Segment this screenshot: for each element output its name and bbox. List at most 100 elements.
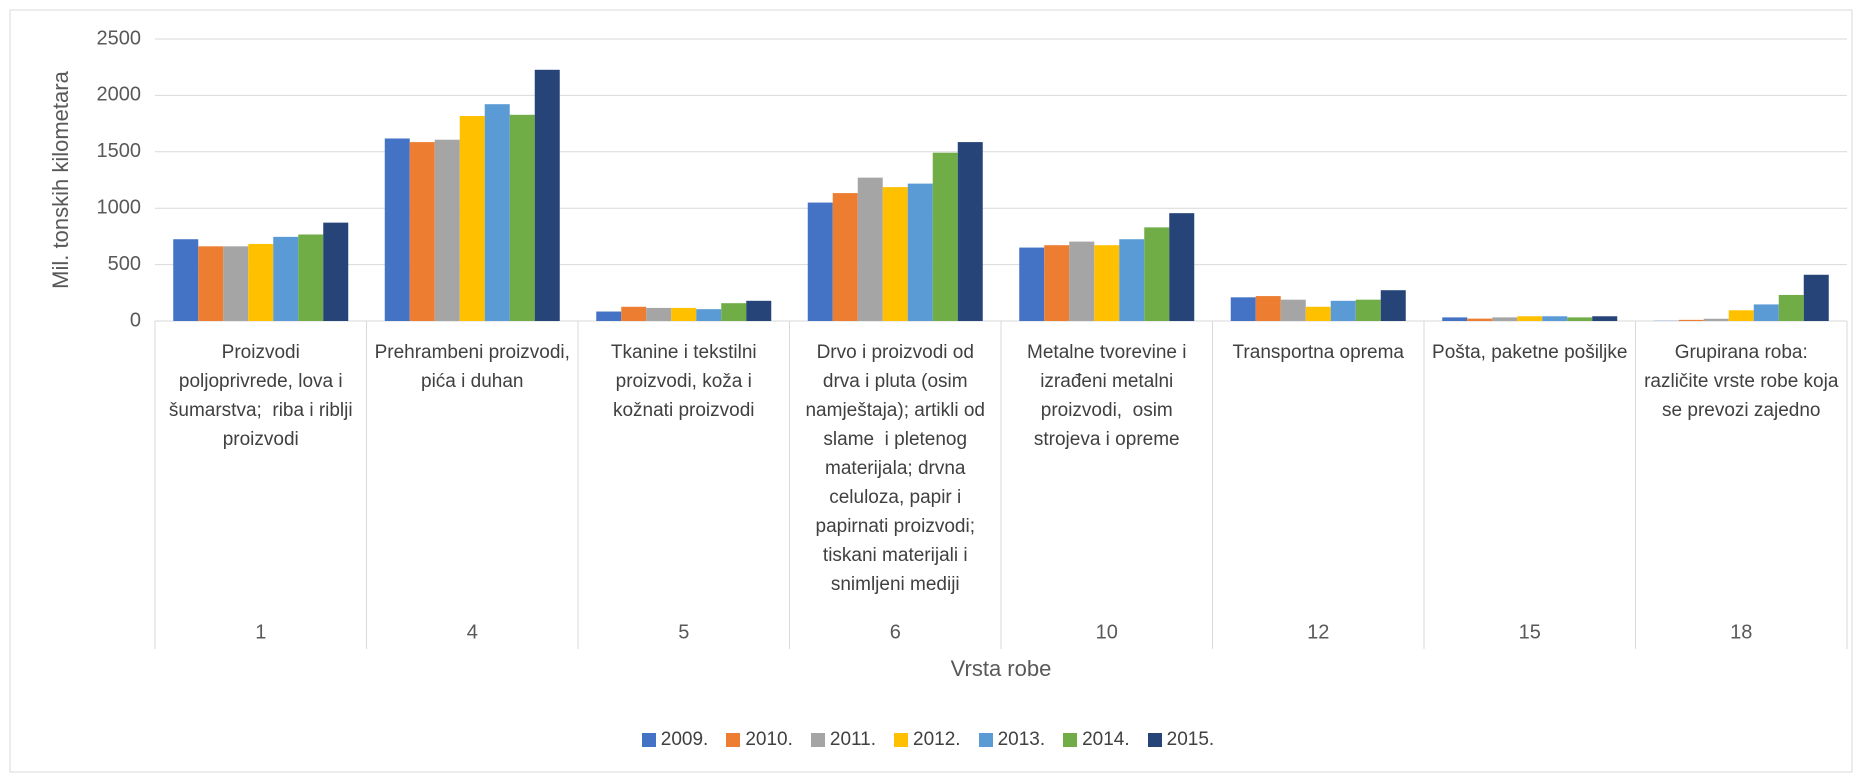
y-tick-label: 1500 (97, 140, 142, 162)
legend-item: 2012. (894, 729, 961, 751)
legend-item: 2010. (726, 729, 793, 751)
legend-swatch (978, 733, 993, 747)
legend-swatch (810, 733, 825, 747)
category-description: Drvo i proizvodi od drva i pluta (osim n… (805, 342, 991, 595)
bar (459, 116, 485, 322)
bar (696, 309, 722, 321)
bar (509, 114, 535, 321)
x-tick-label: 18 (1730, 621, 1752, 643)
legend-swatch (641, 733, 656, 747)
y-tick-label: 2000 (97, 84, 142, 106)
x-axis-title: Vrsta robe (951, 656, 1052, 681)
x-tick-label: 15 (1519, 621, 1541, 643)
bar (957, 142, 983, 321)
bar (1753, 304, 1779, 321)
bar (1728, 310, 1754, 321)
legend-label: 2009. (660, 729, 709, 750)
bar (1069, 241, 1095, 321)
bar (298, 234, 324, 321)
legend-swatch (1147, 733, 1162, 747)
bar (907, 183, 933, 321)
legend-label: 2013. (997, 729, 1046, 750)
legend-label: 2011. (829, 729, 877, 750)
bar (1094, 245, 1120, 321)
legend-label: 2014. (1082, 729, 1130, 750)
bar (807, 202, 833, 321)
category-description: Tkanine i tekstilni proizvodi, koža i ko… (610, 342, 762, 421)
x-tick-label: 1 (255, 621, 266, 643)
bar (1678, 319, 1704, 321)
legend-item: 2013. (978, 729, 1046, 751)
category-description: Grupirana roba: različite vrste robe koj… (1644, 342, 1844, 421)
x-tick-label: 6 (890, 621, 901, 643)
bar (1542, 316, 1568, 321)
bar (746, 300, 772, 321)
bar (1492, 317, 1518, 321)
bar (198, 246, 224, 321)
x-tick-label: 5 (678, 621, 689, 643)
bar (1567, 317, 1593, 321)
bar (223, 246, 249, 321)
bar (1255, 296, 1281, 321)
bar (1169, 213, 1195, 321)
bar (1467, 318, 1493, 321)
y-tick-label: 2500 (97, 27, 142, 49)
bar (1144, 227, 1170, 321)
legend-label: 2012. (913, 729, 961, 750)
legend: 2009. 2010. 2011. 2012. 2013. 2014. 2015. (0, 729, 1856, 751)
category-description: Pošta, paketne pošiljke (1432, 342, 1628, 363)
x-tick-label: 12 (1307, 621, 1329, 643)
y-axis-title: Mil. tonskih kilometara (48, 70, 73, 288)
bar (248, 243, 274, 321)
bar (1044, 245, 1070, 321)
bar (1592, 316, 1618, 321)
bar (596, 311, 622, 321)
bar (932, 152, 958, 321)
legend-item: 2014. (1063, 729, 1130, 751)
bar (273, 236, 299, 321)
bar (1380, 290, 1406, 321)
y-tick-label: 1000 (97, 196, 142, 218)
bar (1119, 239, 1145, 321)
bar (323, 222, 349, 321)
bar (534, 69, 560, 321)
legend-swatch (894, 733, 909, 747)
bar (173, 239, 199, 321)
bar (1778, 294, 1804, 321)
bar (384, 138, 410, 321)
bar (882, 187, 908, 321)
bar (1803, 274, 1829, 321)
legend-item: 2009. (641, 729, 709, 751)
x-tick-label: 4 (467, 621, 478, 643)
legend-label: 2010. (745, 729, 793, 750)
bar (1305, 306, 1331, 321)
y-tick-label: 0 (130, 309, 141, 331)
bar (434, 139, 460, 321)
legend-label: 2015. (1166, 729, 1215, 750)
bar (1517, 316, 1543, 321)
bar (1703, 318, 1729, 321)
bar (1330, 300, 1356, 321)
bar (1280, 299, 1306, 321)
bar (832, 193, 858, 321)
bar (857, 177, 883, 321)
bar (646, 307, 672, 321)
y-tick-label: 500 (108, 253, 141, 275)
chart-border (9, 9, 1853, 773)
legend-swatch (726, 733, 741, 747)
bar (671, 307, 697, 321)
category-description: Prehrambeni proizvodi, pića i duhan (374, 342, 576, 392)
category-description: Metalne tvorevine i izrađeni metalni pro… (1027, 342, 1192, 450)
category-description: Transportna oprema (1232, 342, 1404, 363)
bar (721, 303, 747, 321)
bar (409, 142, 435, 321)
category-description: Proizvodi poljoprivrede, lova i šumarstv… (168, 342, 358, 450)
bar (484, 104, 510, 322)
bar (1355, 299, 1381, 321)
legend-item: 2015. (1147, 729, 1215, 751)
bar (621, 306, 647, 321)
bar (1230, 297, 1256, 321)
legend-swatch (1063, 733, 1078, 747)
